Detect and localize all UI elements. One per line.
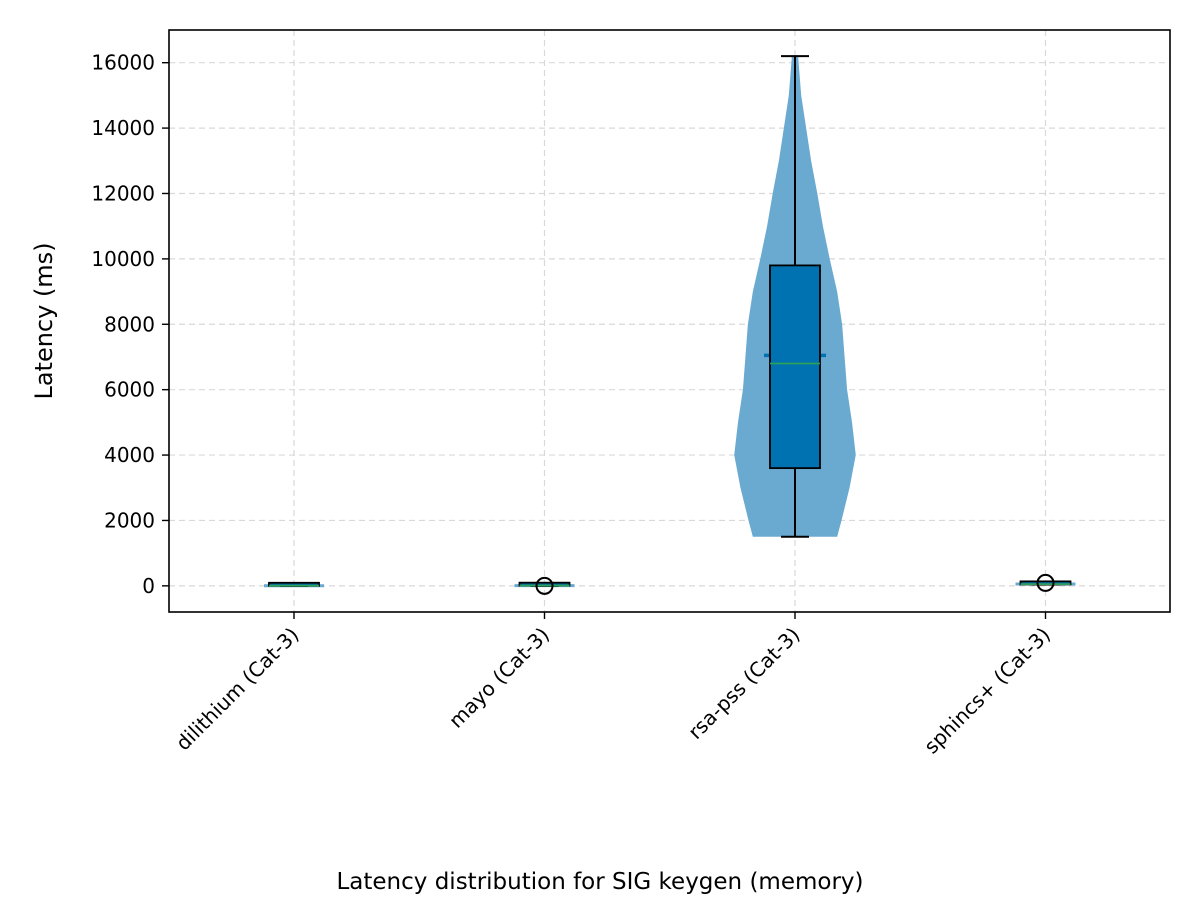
y-tick-label: 2000 [104, 508, 155, 532]
x-tick-label: mayo (Cat-3) [444, 623, 554, 733]
plot-area-frame [168, 29, 1171, 613]
x-tick-label: sphincs+ (Cat-3) [919, 623, 1055, 759]
chart-caption: Latency distribution for SIG keygen (mem… [336, 869, 863, 895]
x-tick-label: dilithium (Cat-3) [171, 623, 304, 756]
y-axis-label: Latency (ms) [30, 242, 58, 399]
y-tick-label: 0 [142, 574, 155, 598]
y-tick-label: 10000 [91, 247, 155, 271]
x-axis: dilithium (Cat-3) mayo (Cat-3) rsa-pss (Ca… [171, 612, 1055, 758]
y-tick-label: 8000 [104, 312, 155, 336]
outlier-point [1036, 573, 1055, 592]
y-tick-label: 14000 [91, 116, 155, 140]
y-tick-label: 4000 [104, 443, 155, 467]
outlier-point [535, 576, 554, 595]
y-tick-label: 12000 [91, 181, 155, 205]
y-axis: 0 2000 4000 6000 8000 10000 12000 14000 16000 [91, 51, 169, 598]
violins [264, 56, 1076, 588]
x-tick-label: rsa-pss (Cat-3) [683, 623, 804, 744]
boxplots [268, 55, 1072, 595]
box-iqr [769, 264, 821, 470]
y-tick-label: 6000 [104, 378, 155, 402]
y-tick-label: 16000 [91, 51, 155, 75]
grid [169, 30, 1170, 612]
